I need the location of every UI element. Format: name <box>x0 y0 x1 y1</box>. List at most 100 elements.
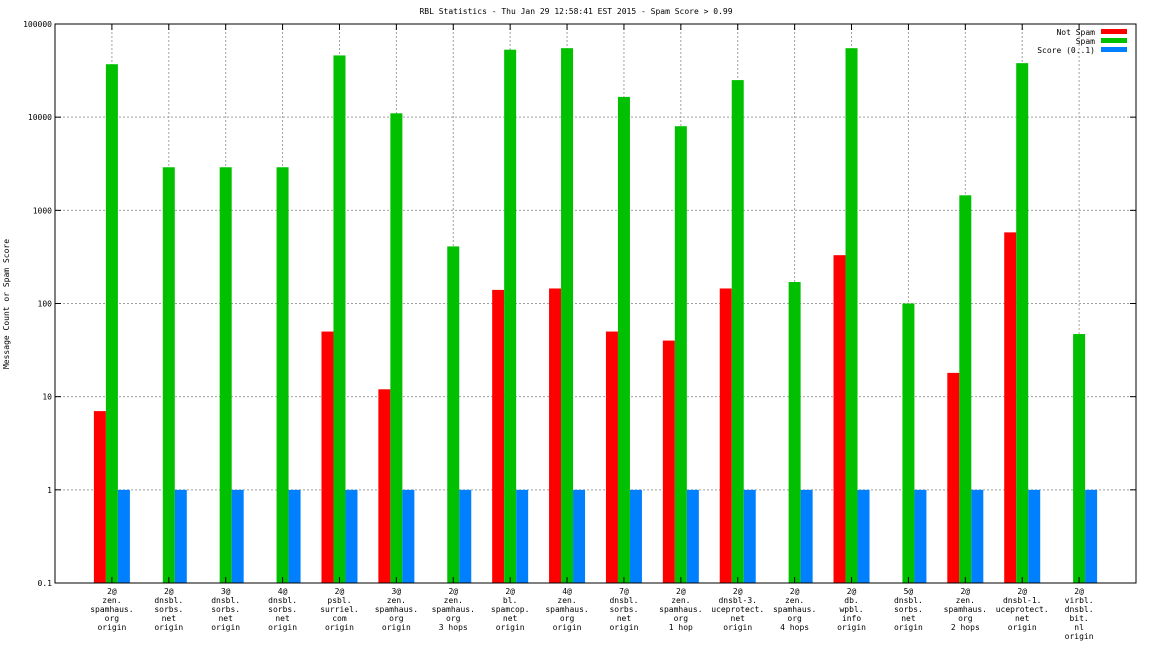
x-tick-label: surriel. <box>320 605 359 614</box>
x-tick-label: 3 hops <box>439 623 468 632</box>
x-tick-label: psbl. <box>327 596 351 605</box>
bar-spam <box>105 64 118 584</box>
legend-swatch <box>1101 47 1127 52</box>
bar-not-spam <box>1004 232 1017 583</box>
x-tick-label: 2@ <box>164 587 174 596</box>
x-tick-label: net <box>731 614 746 623</box>
x-tick-label: 2@ <box>335 587 345 596</box>
x-tick-label: 2@ <box>960 587 970 596</box>
x-tick-label: zen. <box>444 596 463 605</box>
x-tick-label: origin <box>894 623 923 632</box>
x-tick-label: sorbs. <box>268 605 297 614</box>
x-tick-label: net <box>162 614 177 623</box>
bar-spam <box>1073 334 1086 583</box>
x-tick-label: uceprotect. <box>996 605 1049 614</box>
x-tick-label: spamcop. <box>491 605 530 614</box>
x-tick-label: org <box>787 614 802 623</box>
legend-swatch <box>1101 29 1127 34</box>
x-tick-label: dnsbl. <box>1065 605 1094 614</box>
y-tick-label: 0.1 <box>38 579 53 588</box>
bar-score-0-1 <box>459 489 472 583</box>
bar-not-spam <box>719 288 732 583</box>
x-tick-label: org <box>389 614 404 623</box>
x-tick-label: 2@ <box>733 587 743 596</box>
bar-not-spam <box>605 331 618 583</box>
bar-spam <box>219 167 232 584</box>
x-tick-label: origin <box>382 623 411 632</box>
x-tick-label: 2@ <box>1074 587 1084 596</box>
x-tick-label: dnsbl-3. <box>718 596 757 605</box>
x-tick-label: 7@ <box>619 587 629 596</box>
x-tick-label: dnsbl. <box>211 596 240 605</box>
x-tick-label: origin <box>211 623 240 632</box>
x-tick-label: 2@ <box>505 587 515 596</box>
bar-spam <box>845 48 858 584</box>
x-tick-label: org <box>105 614 120 623</box>
x-tick-label: origin <box>154 623 183 632</box>
y-tick-label: 1000 <box>33 206 52 215</box>
x-tick-label: 1 hop <box>669 623 693 632</box>
x-tick-label: dnsbl. <box>609 596 638 605</box>
x-tick-label: nl <box>1074 623 1084 632</box>
x-tick-label: org <box>446 614 461 623</box>
x-tick-label: org <box>560 614 575 623</box>
y-tick-label: 100 <box>38 300 53 309</box>
legend-swatch <box>1101 38 1127 43</box>
bar-score-0-1 <box>1085 489 1098 583</box>
x-tick-label: origin <box>723 623 752 632</box>
bar-score-0-1 <box>686 489 699 583</box>
x-tick-label: zen. <box>956 596 975 605</box>
bar-spam <box>276 167 289 584</box>
bar-spam <box>504 49 517 584</box>
x-tick-label: sorbs. <box>211 605 240 614</box>
x-tick-label: spamhaus. <box>944 605 987 614</box>
x-tick-label: bl. <box>503 596 517 605</box>
bar-spam <box>390 113 403 584</box>
x-tick-label: origin <box>496 623 525 632</box>
x-tick-label: dnsbl-1. <box>1003 596 1042 605</box>
chart-title: RBL Statistics - Thu Jan 29 12:58:41 EST… <box>419 7 732 16</box>
x-tick-label: 5@ <box>904 587 914 596</box>
x-tick-label: virbl. <box>1065 596 1094 605</box>
x-tick-label: net <box>218 614 233 623</box>
x-tick-label: 2@ <box>448 587 458 596</box>
legend-label: Score (0..1) <box>1037 46 1095 55</box>
labels-layer: 0.11101001000100001000002@zen.spamhaus.o… <box>23 20 1094 641</box>
bar-spam <box>617 96 630 583</box>
x-tick-label: 3@ <box>392 587 402 596</box>
bar-spam <box>333 55 346 583</box>
x-tick-label: sorbs. <box>894 605 923 614</box>
x-tick-label: 2@ <box>676 587 686 596</box>
x-tick-label: net <box>275 614 290 623</box>
x-tick-label: net <box>901 614 916 623</box>
bar-score-0-1 <box>288 489 301 583</box>
ticks-layer <box>55 23 1136 584</box>
x-tick-label: 4@ <box>562 587 572 596</box>
x-tick-label: net <box>1015 614 1030 623</box>
x-tick-label: zen. <box>387 596 406 605</box>
y-tick-label: 1 <box>47 486 52 495</box>
x-tick-label: spamhaus. <box>375 605 418 614</box>
bar-not-spam <box>93 411 106 583</box>
x-tick-label: net <box>617 614 632 623</box>
x-tick-label: wpbl. <box>839 605 863 614</box>
x-tick-label: uceprotect. <box>711 605 764 614</box>
bar-score-0-1 <box>573 489 586 583</box>
x-tick-label: net <box>503 614 518 623</box>
x-tick-label: 2@ <box>107 587 117 596</box>
x-tick-label: zen. <box>557 596 576 605</box>
y-tick-label: 10 <box>42 393 52 402</box>
bar-spam <box>561 48 574 584</box>
x-tick-label: 2 hops <box>951 623 980 632</box>
bar-spam <box>162 167 175 584</box>
x-tick-label: bit. <box>1069 614 1088 623</box>
x-tick-label: 3@ <box>221 587 231 596</box>
bar-score-0-1 <box>231 489 244 583</box>
bar-score-0-1 <box>117 489 130 583</box>
bar-not-spam <box>947 372 960 583</box>
bar-not-spam <box>833 255 846 584</box>
bar-spam <box>731 80 744 583</box>
x-tick-label: sorbs. <box>609 605 638 614</box>
x-tick-label: spamhaus. <box>773 605 816 614</box>
